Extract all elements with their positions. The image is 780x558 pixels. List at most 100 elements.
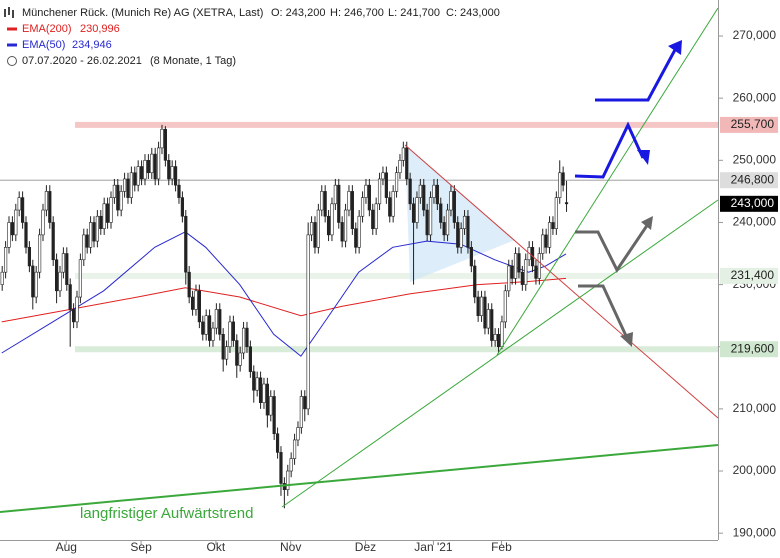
candle-body xyxy=(34,271,38,298)
candle-body xyxy=(14,209,18,236)
candle-body xyxy=(160,128,164,149)
candle-body xyxy=(248,346,252,372)
blue-arrow xyxy=(595,47,678,102)
candle-body xyxy=(146,160,150,174)
candle-body xyxy=(173,166,178,186)
candle-body xyxy=(262,383,266,403)
candle-body xyxy=(180,197,184,217)
candle-body xyxy=(449,191,453,211)
candle-body xyxy=(398,160,402,174)
candle-body xyxy=(479,296,484,316)
x-tick-label: Aug xyxy=(56,540,77,554)
candle-body xyxy=(541,234,545,254)
candle-body xyxy=(82,234,86,261)
y-tick-label: 270,000 xyxy=(733,28,777,42)
candle-body xyxy=(48,191,52,223)
candle-body xyxy=(119,191,123,211)
candle-body xyxy=(330,203,334,236)
x-tick-label: Jan '21 xyxy=(414,540,453,554)
x-tick-label: Feb xyxy=(491,540,512,554)
candle-body xyxy=(405,147,409,180)
candle-body xyxy=(126,178,130,198)
y-tick-label: 210,000 xyxy=(733,401,777,415)
long-trendline xyxy=(0,444,719,513)
candle-body xyxy=(10,222,14,236)
grey-arrow xyxy=(578,284,629,339)
candle-body xyxy=(129,172,133,198)
x-tick-label: Sep xyxy=(130,540,152,554)
arrow-head xyxy=(641,216,653,230)
candle-body xyxy=(388,197,392,217)
legend-value: 230,996 xyxy=(80,23,120,35)
candle-body xyxy=(258,377,263,403)
legend-name: EMA(50) xyxy=(22,39,65,51)
level-label: 243,000 xyxy=(731,196,775,210)
candle-body xyxy=(371,209,375,229)
candle-body xyxy=(27,247,31,267)
candle-body xyxy=(58,271,62,292)
y-tick-label: 260,000 xyxy=(733,90,777,104)
candle-body xyxy=(41,209,45,236)
candle-body xyxy=(102,203,106,229)
title: Münchener Rück. (Munich Re) AG (XETRA, L… xyxy=(22,7,263,19)
down-trendline xyxy=(404,144,719,419)
candle-body xyxy=(544,234,548,248)
candle-body xyxy=(462,215,467,229)
level-label: 219,600 xyxy=(731,341,775,355)
candle-body xyxy=(296,427,300,441)
candle-body xyxy=(24,222,28,248)
candle-body xyxy=(456,222,460,248)
up-trendline xyxy=(496,7,719,356)
date-range: 07.07.2020 - 26.02.2021 xyxy=(22,55,142,67)
candle-body xyxy=(228,321,232,348)
candle-body xyxy=(238,352,242,366)
labels: 190,000200,000210,000220,000230,000240,0… xyxy=(4,7,778,554)
candle-body xyxy=(163,128,167,161)
candle-body xyxy=(0,271,4,285)
candle-body xyxy=(269,396,273,416)
candle-body xyxy=(201,321,205,335)
candle-body xyxy=(459,228,463,248)
candle-body xyxy=(241,327,246,354)
candle-body xyxy=(534,265,538,279)
level-label: 231,400 xyxy=(731,268,775,282)
level-band xyxy=(75,121,718,128)
blue-arrow xyxy=(574,121,645,179)
x-tick-label: Okt xyxy=(207,540,226,554)
candle-body xyxy=(3,247,8,273)
candle-body xyxy=(547,222,552,248)
candle-body xyxy=(316,209,320,248)
candle-body xyxy=(476,296,480,316)
candle-body xyxy=(343,209,348,242)
candle-body xyxy=(54,259,59,292)
candle-body xyxy=(364,184,368,198)
candle-body xyxy=(279,452,283,484)
candle-body xyxy=(360,197,365,217)
candle-body xyxy=(116,184,120,211)
candle-body xyxy=(177,184,181,198)
candle-body xyxy=(558,172,562,198)
candle-body xyxy=(153,153,157,180)
level-band xyxy=(0,179,718,181)
candle-body xyxy=(218,309,222,335)
candle-body xyxy=(78,259,82,298)
x-tick-label: Nov xyxy=(280,540,301,554)
candle-body xyxy=(394,172,399,192)
ohlc-high: H: 246,700 xyxy=(330,7,384,19)
candle-body xyxy=(99,215,103,229)
period: (8 Monate, 1 Tag) xyxy=(150,55,236,67)
candle-body xyxy=(184,215,188,273)
candle-body xyxy=(17,197,21,211)
price-layer xyxy=(0,124,569,509)
candle-body xyxy=(252,371,256,391)
legend-value: 234,946 xyxy=(72,39,112,51)
candle-body xyxy=(340,222,344,242)
annotation: langfristiger Aufwärtstrend xyxy=(80,505,253,522)
candle-body xyxy=(313,222,317,248)
candle-body xyxy=(517,253,521,273)
candle-body xyxy=(452,191,456,223)
ohlc-open: O: 243,200 xyxy=(271,7,325,19)
candle-body xyxy=(190,296,195,310)
candle-body xyxy=(347,191,351,211)
candle-body xyxy=(432,184,436,198)
